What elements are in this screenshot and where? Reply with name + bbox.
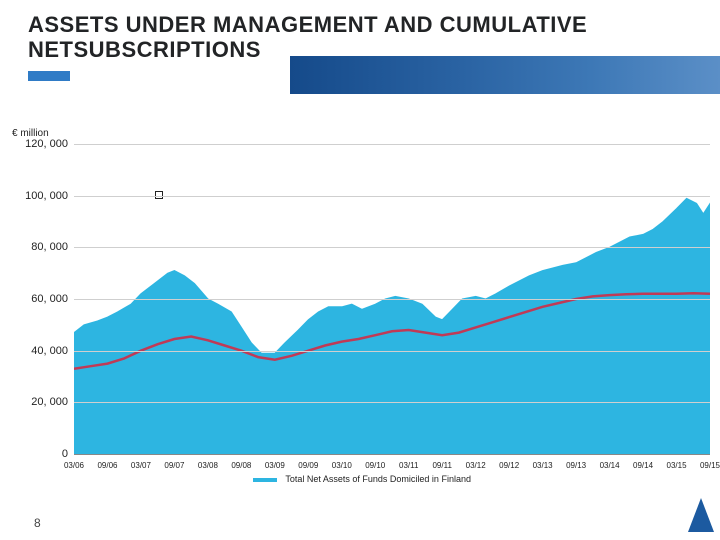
x-tick-label: 09/13 — [566, 461, 586, 470]
page-number: 8 — [34, 516, 41, 530]
x-tick-label: 09/10 — [365, 461, 385, 470]
grid-line — [74, 196, 710, 197]
slide-title-line2: NETSUBSCRIPTIONS — [28, 37, 710, 62]
x-tick-label: 09/07 — [164, 461, 184, 470]
x-tick-label: 03/10 — [332, 461, 352, 470]
x-tick-label: 03/09 — [265, 461, 285, 470]
y-tick-label: 0 — [12, 448, 68, 460]
x-tick-label: 09/12 — [499, 461, 519, 470]
x-tick-label: 09/09 — [298, 461, 318, 470]
grid-line — [74, 247, 710, 248]
y-tick-label: 120, 000 — [12, 138, 68, 150]
grid-line — [74, 144, 710, 145]
x-tick-label: 03/13 — [533, 461, 553, 470]
x-tick-label: 03/06 — [64, 461, 84, 470]
legend-swatch — [253, 478, 277, 482]
grid-line — [74, 351, 710, 352]
x-tick-label: 09/15 — [700, 461, 720, 470]
x-tick-label: 09/11 — [432, 461, 451, 470]
x-tick-label: 03/07 — [131, 461, 151, 470]
y-tick-label: 60, 000 — [12, 293, 68, 305]
x-tick-label: 03/15 — [667, 461, 687, 470]
brand-logo-triangle-icon — [688, 498, 714, 532]
plot-area — [74, 144, 710, 455]
chart-legend: Total Net Assets of Funds Domiciled in F… — [12, 474, 712, 484]
x-tick-label: 03/12 — [466, 461, 486, 470]
y-tick-label: 40, 000 — [12, 345, 68, 357]
x-tick-label: 03/11 — [399, 461, 418, 470]
x-tick-label: 09/14 — [633, 461, 653, 470]
x-tick-label: 03/14 — [600, 461, 620, 470]
title-accent-bar — [28, 71, 70, 81]
slide-title-line1: ASSETS UNDER MANAGEMENT AND CUMULATIVE — [28, 12, 710, 37]
y-tick-label: 20, 000 — [12, 396, 68, 408]
legend-label: Total Net Assets of Funds Domiciled in F… — [285, 474, 471, 484]
x-tick-label: 09/06 — [97, 461, 117, 470]
slide-title-block: ASSETS UNDER MANAGEMENT AND CUMULATIVE N… — [28, 12, 710, 81]
x-tick-label: 03/08 — [198, 461, 218, 470]
x-tick-label: 09/08 — [231, 461, 251, 470]
grid-line — [74, 299, 710, 300]
grid-line — [74, 402, 710, 403]
area-series-path — [74, 198, 710, 454]
chart-container: 020, 00040, 00060, 00080, 000100, 000120… — [12, 144, 712, 484]
y-tick-label: 80, 000 — [12, 241, 68, 253]
y-tick-label: 100, 000 — [12, 190, 68, 202]
